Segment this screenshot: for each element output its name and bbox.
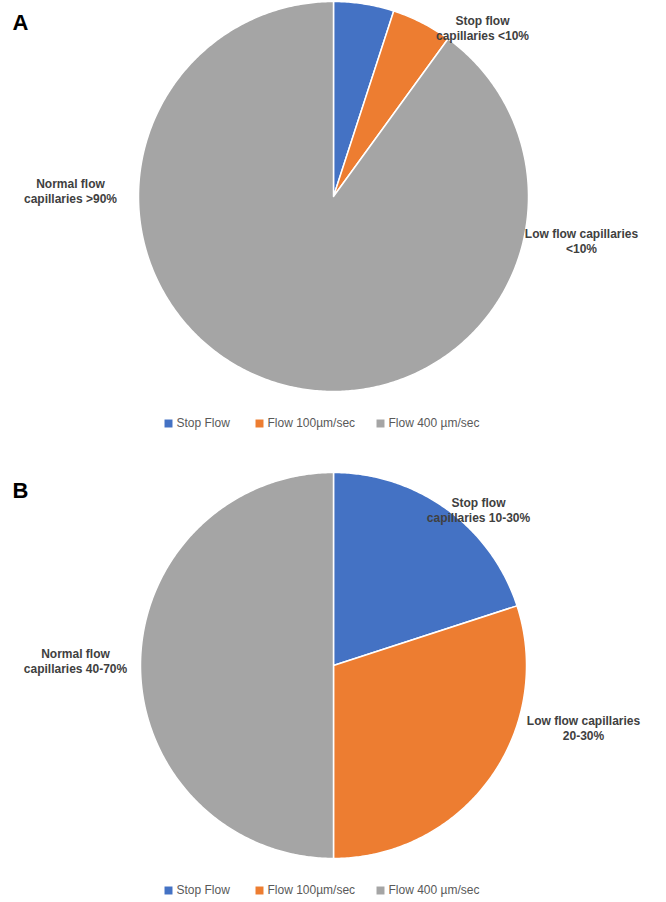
svg-text:Normal flowcapillaries >90%: Normal flowcapillaries >90% bbox=[24, 177, 117, 206]
svg-text:Normal flowcapillaries 40-70%: Normal flowcapillaries 40-70% bbox=[24, 647, 128, 676]
svg-text:B: B bbox=[13, 478, 29, 503]
svg-text:Stop Flow: Stop Flow bbox=[177, 883, 231, 897]
svg-text:Flow 400 µm/sec: Flow 400 µm/sec bbox=[389, 883, 480, 897]
svg-text:Low flow capillaries20-30%: Low flow capillaries20-30% bbox=[527, 714, 641, 743]
svg-text:Stop Flow: Stop Flow bbox=[177, 416, 231, 430]
svg-text:Flow 400 µm/sec: Flow 400 µm/sec bbox=[389, 416, 480, 430]
svg-text:Flow 100µm/sec: Flow 100µm/sec bbox=[268, 416, 356, 430]
svg-text:Stop flowcapillaries 10-30%: Stop flowcapillaries 10-30% bbox=[427, 496, 531, 525]
svg-text:Low flow capillaries<10%: Low flow capillaries<10% bbox=[525, 227, 639, 256]
svg-text:A: A bbox=[13, 10, 29, 35]
svg-text:Flow 100µm/sec: Flow 100µm/sec bbox=[268, 883, 356, 897]
svg-text:Stop flowcapillaries <10%: Stop flowcapillaries <10% bbox=[436, 14, 529, 43]
